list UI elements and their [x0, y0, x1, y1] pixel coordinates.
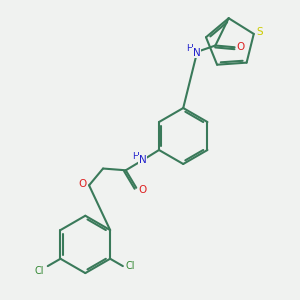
Text: O: O — [138, 184, 147, 194]
Text: H: H — [186, 44, 193, 53]
Text: N: N — [139, 155, 146, 166]
Text: O: O — [237, 42, 245, 52]
Text: Cl: Cl — [34, 266, 44, 276]
Text: O: O — [79, 178, 87, 189]
Text: S: S — [256, 27, 263, 37]
Text: N: N — [193, 47, 200, 58]
Text: Cl: Cl — [126, 261, 135, 271]
Text: H: H — [132, 152, 139, 161]
